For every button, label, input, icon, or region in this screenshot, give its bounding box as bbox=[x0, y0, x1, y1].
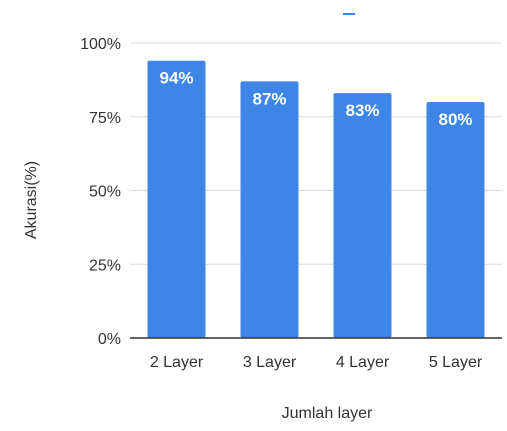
data-label: 80% bbox=[438, 110, 472, 129]
bars bbox=[147, 60, 485, 339]
x-tick-label: 4 Layer bbox=[336, 354, 390, 371]
x-axis-ticks: 2 Layer 3 Layer 4 Layer 5 Layer bbox=[150, 354, 483, 371]
bar bbox=[333, 93, 392, 339]
y-axis-ticks: 0% 25% 50% 75% 100% bbox=[80, 36, 121, 348]
data-label: 94% bbox=[159, 69, 193, 88]
data-label: 87% bbox=[252, 89, 286, 108]
y-axis-title: Akurasi(%) bbox=[23, 161, 40, 239]
x-tick-label: 2 Layer bbox=[150, 354, 204, 371]
y-tick-label: 50% bbox=[89, 184, 121, 201]
x-tick-label: 5 Layer bbox=[429, 354, 483, 371]
x-tick-label: 3 Layer bbox=[243, 354, 297, 371]
y-tick-label: 25% bbox=[89, 257, 121, 274]
legend-marker bbox=[343, 13, 355, 15]
bar bbox=[240, 81, 299, 338]
x-axis-title: Jumlah layer bbox=[282, 405, 373, 422]
data-label: 83% bbox=[345, 101, 379, 120]
y-tick-label: 0% bbox=[98, 331, 121, 348]
y-tick-label: 75% bbox=[89, 110, 121, 127]
bar bbox=[147, 60, 206, 338]
bar bbox=[426, 102, 485, 338]
data-labels: 94% 87% 83% 80% bbox=[159, 69, 472, 129]
y-tick-label: 100% bbox=[80, 36, 121, 53]
